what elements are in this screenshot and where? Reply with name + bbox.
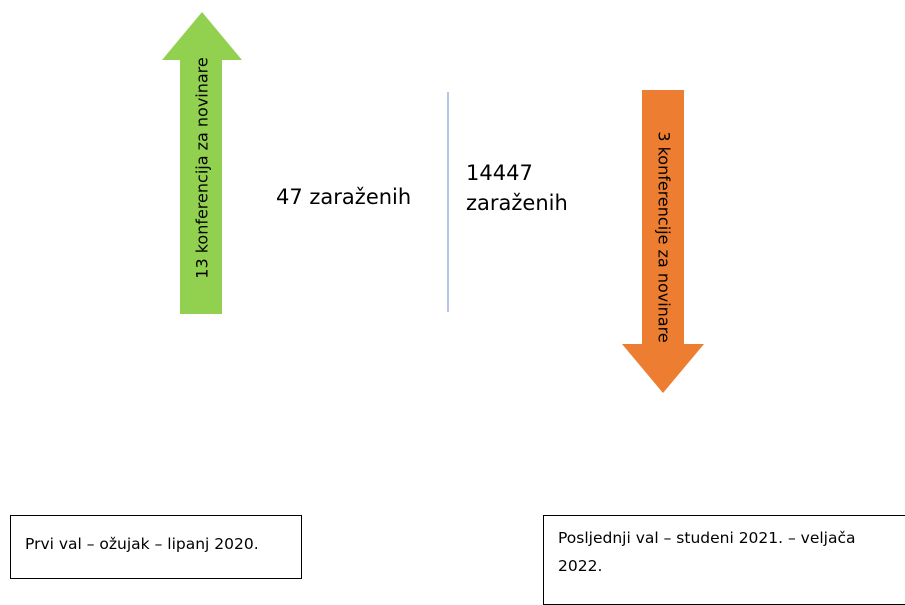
arrow-label: 13 konferencija za novinare xyxy=(193,57,212,278)
arrow-down xyxy=(622,90,704,393)
arrow-up xyxy=(162,12,242,314)
count-line: zaraženih xyxy=(466,191,568,215)
count-left: 47 zaraženih xyxy=(276,182,411,212)
period-text: Posljednji val – studeni 2021. – veljača… xyxy=(558,529,856,575)
period-box: Prvi val – ožujak – lipanj 2020. xyxy=(10,515,302,579)
arrow-label: 3 konferencije za novinare xyxy=(655,131,674,342)
period-box: Posljednji val – studeni 2021. – veljača… xyxy=(543,515,905,605)
period-text: Prvi val – ožujak – lipanj 2020. xyxy=(25,535,259,553)
count-line: 14447 xyxy=(466,161,533,185)
count-right: 14447 zaraženih xyxy=(466,158,568,218)
count-line: 47 zaraženih xyxy=(276,185,412,209)
